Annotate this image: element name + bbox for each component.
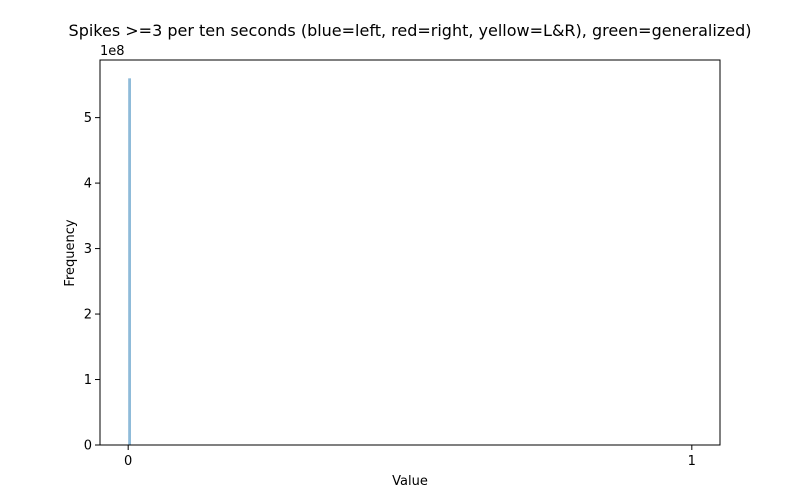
y-tick-label: 3 [84,242,92,257]
plot-area [128,78,131,445]
y-tick-label: 0 [84,439,92,454]
x-axis-label: Value [392,474,428,489]
axes-frame [99,59,721,446]
y-tick-label: 2 [84,308,92,323]
chart-title: Spikes >=3 per ten seconds (blue=left, r… [69,21,752,40]
histogram-bar [128,78,131,445]
y-offset-label: 1e8 [100,44,125,59]
x-tick-label: 0 [124,454,132,469]
y-axis-label: Frequency [63,219,78,286]
y-axis-ticks: 0 1 2 3 4 5 [84,111,100,454]
y-tick-label: 1 [84,373,92,388]
y-tick-label: 5 [84,111,92,126]
y-tick-label: 4 [84,177,92,192]
x-tick-label: 1 [688,454,696,469]
